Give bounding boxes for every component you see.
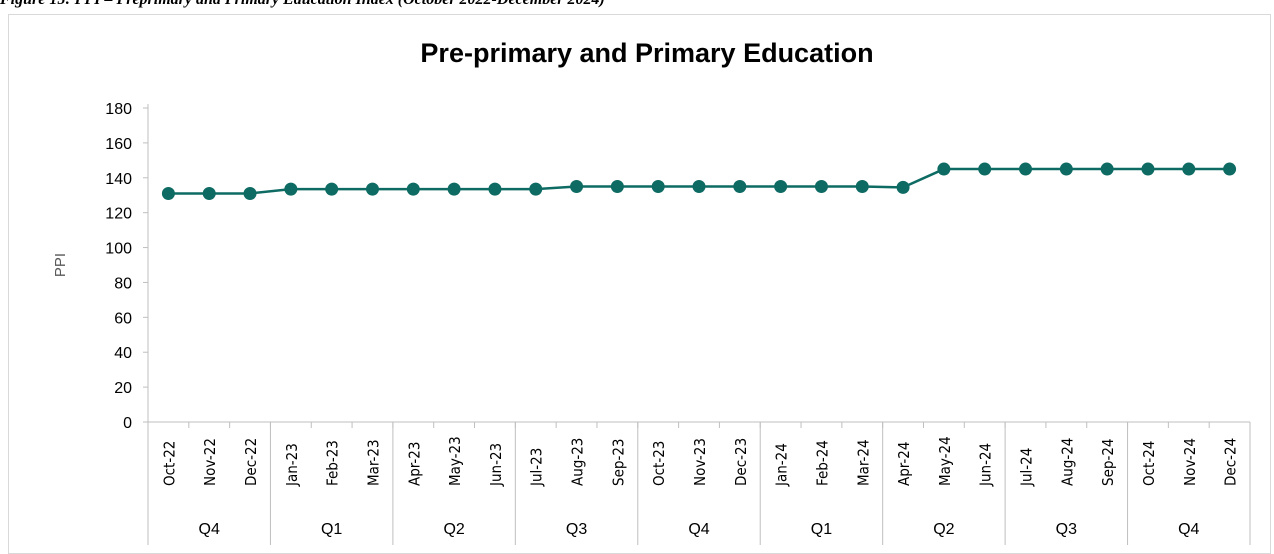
x-tick-label: Feb-24 <box>813 440 831 486</box>
y-axis: 0 20 40 60 80 100 120 140 160 180 <box>105 101 149 432</box>
x-tick-label: Apr-23 <box>405 442 423 486</box>
data-point <box>406 182 420 196</box>
x-tick-label: Feb-23 <box>324 440 342 486</box>
data-point <box>161 186 175 200</box>
chart-frame <box>8 14 1271 554</box>
data-point <box>978 162 992 176</box>
quarter-label: Q4 <box>688 521 709 538</box>
y-tick-label: 160 <box>105 136 132 153</box>
x-tick-label: Aug-23 <box>569 438 587 486</box>
quarter-label: Q3 <box>566 521 587 538</box>
data-point <box>896 180 910 194</box>
quarter-label: Q1 <box>811 521 832 538</box>
x-tick-label: Nov-23 <box>691 438 709 486</box>
series-ppi <box>161 162 1237 200</box>
x-tick-label: Jun-23 <box>487 443 505 487</box>
y-tick-label: 80 <box>114 275 132 292</box>
x-tick-label: Nov-22 <box>201 438 219 486</box>
x-tick-label: Dec-23 <box>732 438 750 486</box>
x-tick-label: May-24 <box>936 436 954 486</box>
y-tick-label: 180 <box>105 101 132 118</box>
data-point <box>325 182 339 196</box>
data-point <box>937 162 951 176</box>
data-point <box>733 180 747 193</box>
data-point <box>651 180 665 193</box>
data-point <box>610 180 624 193</box>
data-point <box>692 180 706 193</box>
x-tick-label: Jul-24 <box>1018 448 1036 487</box>
y-tick-label: 100 <box>105 241 132 258</box>
data-point <box>447 182 461 196</box>
x-tick-label: Jun-24 <box>977 443 995 487</box>
data-point <box>1059 162 1073 176</box>
x-tick-label: Dec-24 <box>1222 438 1240 486</box>
quarter-label: Q2 <box>933 521 954 538</box>
y-axis-label: PPI <box>52 253 69 277</box>
x-tick-label: Oct-24 <box>1140 441 1158 486</box>
x-tick-label: Sep-23 <box>609 439 627 486</box>
x-tick-label: Aug-24 <box>1058 438 1076 486</box>
quarter-label: Q3 <box>1056 521 1077 538</box>
data-point <box>570 180 584 193</box>
y-tick-label: 0 <box>123 415 132 432</box>
y-tick-label: 40 <box>114 345 132 362</box>
data-point <box>243 186 257 200</box>
x-tick-label: Jan-23 <box>283 443 301 487</box>
x-tick-label: Apr-24 <box>895 442 913 486</box>
data-point <box>365 182 379 196</box>
data-point <box>284 182 298 196</box>
data-point <box>774 180 788 193</box>
x-tick-label: Jul-23 <box>528 448 546 487</box>
y-tick-label: 20 <box>114 380 132 397</box>
data-point <box>814 180 828 193</box>
x-tick-label: Mar-23 <box>364 439 382 486</box>
x-tick-label: Mar-24 <box>854 439 872 486</box>
x-tick-label: Nov-24 <box>1181 438 1199 486</box>
quarter-label: Q4 <box>199 521 220 538</box>
x-tick-label: May-23 <box>446 436 464 486</box>
x-tick-label: Dec-22 <box>242 438 260 486</box>
x-axis: Oct-22 Nov-22 Dec-22 Jan-23 Feb-23 Mar-23 Apr-… <box>147 421 1251 545</box>
data-point <box>529 182 543 196</box>
data-point <box>1019 162 1033 176</box>
x-tick-label: Sep-24 <box>1099 439 1117 486</box>
data-point <box>1100 162 1114 176</box>
y-tick-label: 140 <box>105 171 132 188</box>
quarter-label: Q4 <box>1178 521 1199 538</box>
data-point <box>202 186 216 200</box>
x-tick-label: Oct-22 <box>160 441 178 486</box>
chart-title: Pre-primary and Primary Education <box>420 38 873 68</box>
data-point <box>855 180 869 193</box>
data-point <box>1182 162 1196 176</box>
y-tick-label: 120 <box>105 206 132 223</box>
quarter-label: Q2 <box>443 521 464 538</box>
data-point <box>1141 162 1155 176</box>
data-point <box>1223 162 1237 176</box>
x-tick-label: Oct-23 <box>650 441 668 486</box>
quarter-label: Q1 <box>321 521 342 538</box>
y-tick-label: 60 <box>114 310 132 327</box>
x-tick-label: Jan-24 <box>773 443 791 487</box>
data-point <box>488 182 502 196</box>
figure-caption: Figure 15: PPI – Preprimary and Primary … <box>0 0 605 9</box>
